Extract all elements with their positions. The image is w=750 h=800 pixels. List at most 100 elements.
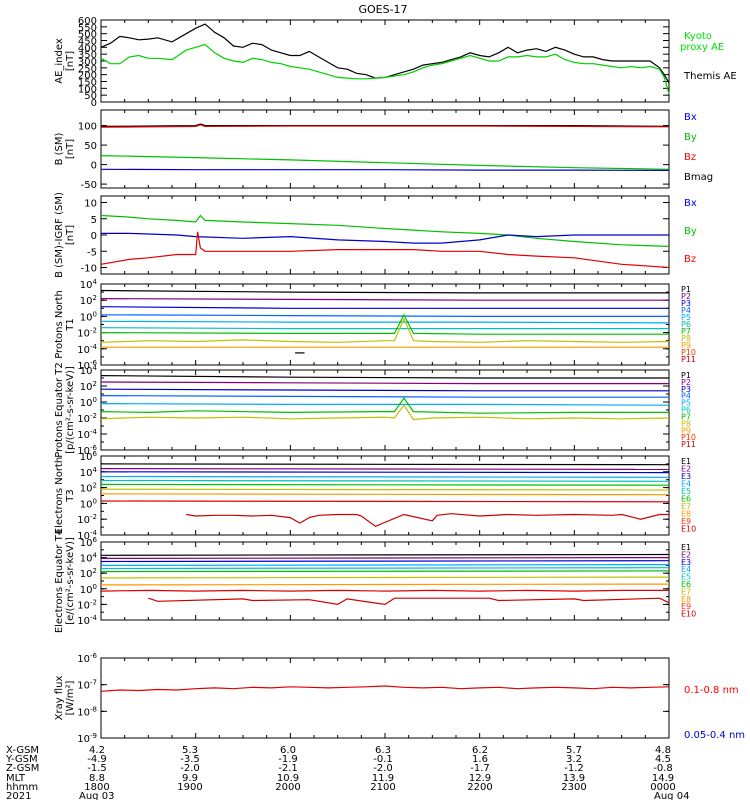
y-tick-label: 10-4 <box>77 614 97 627</box>
y-axis-label: Electrons North T3 <box>54 457 76 534</box>
y-tick-label: 106 <box>80 536 98 549</box>
x-axis-value: -3.5 <box>180 754 200 765</box>
panel-3: -10 -5 0 5 10 B (SM)-IGRF (SM) [nT] Bx By Bz <box>54 192 697 278</box>
legend-entry: Kyoto <box>684 31 712 42</box>
y-tick-label: 150 <box>78 78 97 89</box>
x-axis-value: 2100 <box>370 782 395 793</box>
x-axis-value: 1800 <box>84 782 109 793</box>
x-axis-value: 2000 <box>275 782 300 793</box>
legend-entry: P1 <box>681 285 691 294</box>
series-line-by <box>100 214 670 247</box>
y-axis-label: Xray flux [W/m²] <box>54 676 76 721</box>
y-tick-label: -10 <box>81 264 97 275</box>
y-tick-label: 10-7 <box>77 679 97 692</box>
x-axis-value: 4.8 <box>655 745 671 756</box>
legend-entry: E6 <box>681 495 691 504</box>
series-line-p7 <box>100 313 669 335</box>
x-axis-value: -0.1 <box>373 754 393 765</box>
y-tick-label: 10-8 <box>77 705 97 718</box>
series-line-e4 <box>100 475 670 478</box>
x-axis-value: -4.9 <box>87 754 107 765</box>
series-line-bx <box>101 232 669 244</box>
legend-entry: E4 <box>681 565 691 574</box>
legend-entry: P6 <box>681 406 691 415</box>
legend-entry: P4 <box>681 306 691 315</box>
legend-entry: Bmag <box>684 172 713 183</box>
x-axis-row-label: Z-GSM <box>6 763 39 774</box>
y-axis-label-line: Protons North <box>54 290 65 359</box>
legend-entry: P2 <box>681 292 691 301</box>
y-tick-label: 350 <box>78 50 97 61</box>
y-tick-label: 104 <box>80 552 98 565</box>
x-axis-value: -1.5 <box>87 763 107 774</box>
panel-frame <box>100 19 670 103</box>
series-line-p7 <box>100 404 670 421</box>
y-axis-label-line: T1 <box>65 318 76 331</box>
y-tick-label: 10-2 <box>77 598 97 611</box>
legend-entry: P3 <box>681 299 691 308</box>
panel-1: 050100150200250300350400450500550600AE_i… <box>54 16 737 109</box>
y-tick-label: 10-9 <box>77 732 97 745</box>
series-line-e5 <box>100 479 670 482</box>
x-axis-value: -2.0 <box>373 763 393 774</box>
y-tick-label: 102 <box>80 482 97 495</box>
legend-entry: 0.1-0.8 nm <box>684 685 739 696</box>
legend-entry: Bx <box>684 112 697 123</box>
x-axis-value: -2.1 <box>278 763 298 774</box>
series-line-p1 <box>100 289 669 294</box>
y-axis-label-line: AE_index <box>54 38 65 84</box>
y-axis-label-line: Electrons North <box>54 457 65 534</box>
y-tick-label: 104 <box>80 364 98 377</box>
y-tick-label: 100 <box>80 396 97 409</box>
legend-entry: E2 <box>681 550 691 559</box>
legend-entry: By <box>684 132 697 143</box>
series-line-e3 <box>100 471 670 474</box>
legend-entry: E8 <box>681 595 691 604</box>
y-tick-label: 100 <box>80 583 97 596</box>
legend-entry: P8 <box>681 419 691 428</box>
x-axis-value: 5.7 <box>566 745 582 756</box>
legend-entry: P8 <box>681 334 691 343</box>
series-line-bz <box>100 231 670 269</box>
y-axis-label-unit: [e/(cm²-s-sr-keV)] <box>65 537 76 625</box>
legend-entry: E3 <box>681 558 691 567</box>
y-tick-label: 250 <box>78 64 97 75</box>
legend-entry: P7 <box>681 412 691 421</box>
series-line-e1 <box>100 553 670 556</box>
series-line-themis-ae <box>100 23 670 84</box>
x-axis-value: 4.2 <box>89 745 105 756</box>
x-axis-value: 2200 <box>467 782 492 793</box>
y-tick-label: 500 <box>78 30 97 41</box>
x-axis-value: 5.3 <box>182 745 198 756</box>
series-line-p5 <box>100 320 670 324</box>
y-axis-label-line: Protons Equator T2 <box>54 362 65 458</box>
series-line-by <box>100 155 670 170</box>
series-line-e10 <box>148 597 670 606</box>
y-tick-label: 104 <box>80 466 98 479</box>
legend-entry: proxy AE <box>680 42 724 53</box>
y-axis-label-unit: [nT] <box>65 225 76 245</box>
legend-entry: E10 <box>681 610 696 619</box>
legend-entry: E5 <box>681 573 691 582</box>
series-line-e6 <box>100 570 670 573</box>
x-axis-value: 14.9 <box>652 773 674 784</box>
y-axis-label-line: Xray flux <box>54 676 65 721</box>
series-line-bz <box>100 124 670 128</box>
legend-entry: E1 <box>681 543 691 552</box>
panel-frame <box>100 283 670 366</box>
x-axis-value: 11.9 <box>372 773 394 784</box>
legend-entry: Bz <box>684 152 696 163</box>
series-line-e2 <box>100 468 670 470</box>
series-line-e8 <box>100 493 670 496</box>
series-line-p3 <box>100 388 669 392</box>
y-tick-label: 102 <box>80 380 97 393</box>
y-axis-label-unit: [p/(cm²-s-sr-keV)] <box>65 366 76 454</box>
series-line-kyoto-proxy-ae <box>100 43 670 94</box>
y-axis-label-line: B (SM)-IGRF (SM) <box>54 192 65 278</box>
x-axis-row-label: Y-GSM <box>5 754 38 765</box>
